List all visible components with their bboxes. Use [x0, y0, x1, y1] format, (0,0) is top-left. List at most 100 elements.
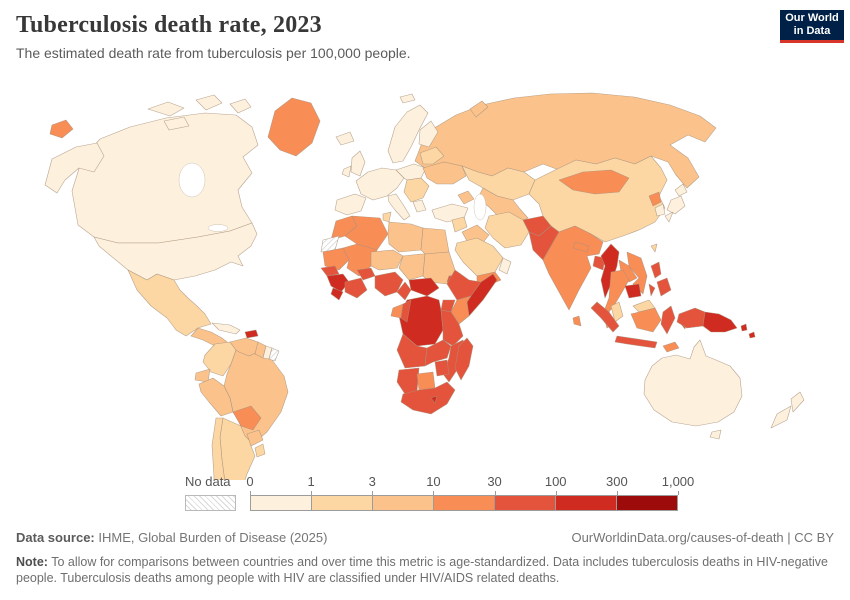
country-paraguay[interactable] — [246, 429, 264, 447]
country-botswana[interactable] — [416, 371, 436, 391]
country-uruguay[interactable] — [254, 443, 266, 458]
owid-logo[interactable]: Our World in Data — [780, 10, 844, 43]
country-philippines-mindanao[interactable] — [656, 277, 672, 297]
country-indonesia-sumatra[interactable] — [590, 301, 620, 333]
country-madagascar[interactable] — [454, 337, 474, 381]
country-colombia[interactable] — [202, 341, 237, 377]
country-papua-new-guinea[interactable] — [702, 311, 738, 333]
country-french-guiana[interactable] — [268, 347, 280, 362]
country-bolivia[interactable] — [232, 405, 262, 431]
country-tunisia[interactable] — [382, 211, 392, 223]
country-japan-kyushu[interactable] — [664, 211, 674, 223]
country-mongolia[interactable] — [558, 169, 630, 195]
legend-segment-100-300[interactable] — [555, 496, 616, 510]
country-taiwan[interactable] — [650, 243, 658, 253]
country-balkans[interactable] — [403, 177, 430, 203]
country-cote-divoire-ghana[interactable] — [344, 277, 368, 299]
country-ireland[interactable] — [341, 165, 352, 178]
country-united-kingdom[interactable] — [350, 150, 366, 177]
country-iran[interactable] — [484, 211, 530, 249]
country-canada-arctic-3[interactable] — [229, 98, 252, 114]
legend-segment-30-100[interactable] — [494, 496, 555, 510]
country-australia-tasmania[interactable] — [709, 429, 722, 440]
country-egypt[interactable] — [420, 227, 450, 255]
country-sri-lanka[interactable] — [572, 315, 582, 327]
country-indonesia-kalimantan[interactable] — [630, 307, 662, 333]
country-philippines-visayas[interactable] — [648, 283, 656, 297]
country-caucasus[interactable] — [457, 190, 475, 205]
country-italy[interactable] — [387, 193, 411, 221]
country-south-africa[interactable] — [400, 381, 456, 415]
country-laos[interactable] — [618, 259, 638, 283]
country-indonesia-sulawesi[interactable] — [660, 305, 676, 335]
country-norway-sweden[interactable] — [387, 104, 429, 164]
country-new-zealand-north[interactable] — [790, 391, 805, 413]
country-mexico[interactable] — [127, 269, 212, 337]
footnote-value: To allow for comparisons between countri… — [16, 555, 828, 585]
country-central-african-republic[interactable] — [408, 277, 440, 297]
country-mauritania[interactable] — [322, 247, 350, 271]
country-philippines-luzon[interactable] — [650, 261, 662, 279]
legend-tick-mark — [494, 491, 496, 495]
citation-link[interactable]: OurWorldinData.org/causes-of-death | CC … — [571, 530, 834, 545]
country-syria-levant[interactable] — [451, 216, 468, 233]
legend-segment-3-10[interactable] — [372, 496, 433, 510]
country-senegal[interactable] — [320, 265, 340, 277]
country-indonesia-papua[interactable] — [676, 307, 706, 329]
country-usa-alaska[interactable] — [44, 142, 105, 194]
legend-tick-label-0: 0 — [246, 474, 254, 489]
legend-segment-300-1,000[interactable] — [616, 496, 677, 510]
country-lesotho[interactable] — [430, 395, 438, 404]
legend-segment-0-1[interactable] — [251, 496, 311, 510]
country-western-europe[interactable] — [355, 167, 405, 201]
country-australia[interactable] — [643, 339, 743, 427]
legend-tick-mark — [616, 491, 618, 495]
legend-tick-mark — [311, 491, 313, 495]
country-niger[interactable] — [370, 249, 404, 271]
country-greece[interactable] — [412, 199, 427, 213]
source-row: Data source: IHME, Global Burden of Dise… — [16, 530, 834, 545]
country-canada-arctic-1[interactable] — [147, 101, 185, 117]
country-solomon-1[interactable] — [740, 323, 748, 332]
country-baltics-belarus[interactable] — [419, 146, 445, 165]
country-iceland[interactable] — [335, 131, 355, 146]
country-canada[interactable] — [71, 112, 259, 244]
country-new-zealand-south[interactable] — [770, 405, 792, 429]
country-malaysia[interactable] — [610, 301, 624, 323]
legend-tick-mark — [372, 491, 374, 495]
country-sierra-leone-liberia[interactable] — [330, 287, 344, 301]
country-zimbabwe[interactable] — [434, 359, 450, 377]
country-japan-honshu[interactable] — [666, 195, 686, 215]
country-cuba[interactable] — [211, 322, 241, 335]
legend-segment-10-30[interactable] — [433, 496, 494, 510]
country-svalbard[interactable] — [399, 93, 416, 104]
country-finland[interactable] — [418, 120, 439, 148]
legend-segment-1-3[interactable] — [311, 496, 372, 510]
country-cambodia[interactable] — [624, 283, 642, 299]
legend-tick-mark — [678, 491, 679, 495]
country-timor[interactable] — [662, 341, 680, 353]
country-namibia[interactable] — [396, 367, 420, 395]
country-russia-novaya-zemlya[interactable] — [469, 100, 489, 118]
country-dr-congo[interactable] — [398, 295, 444, 347]
country-nepal[interactable] — [572, 241, 590, 253]
country-ukraine[interactable] — [422, 161, 467, 185]
country-greenland[interactable] — [267, 97, 321, 157]
country-north-korea[interactable] — [648, 191, 662, 207]
country-solomon-2[interactable] — [748, 331, 756, 339]
no-data-swatch[interactable] — [185, 495, 236, 511]
country-oman[interactable] — [498, 257, 512, 275]
country-congo[interactable] — [400, 299, 412, 323]
country-libya[interactable] — [387, 221, 424, 253]
country-iberia[interactable] — [334, 193, 367, 216]
country-indonesia-java[interactable] — [614, 335, 658, 349]
country-chad[interactable] — [398, 253, 426, 281]
country-haiti[interactable] — [244, 329, 259, 339]
country-japan-hokkaido[interactable] — [674, 183, 688, 197]
country-zambia[interactable] — [424, 339, 452, 367]
country-canada-arctic-4[interactable] — [163, 116, 190, 131]
country-russia-chukotka[interactable] — [49, 119, 74, 139]
country-saudi-arabia[interactable] — [454, 237, 504, 277]
country-south-korea[interactable] — [654, 203, 666, 217]
country-canada-arctic-2[interactable] — [195, 94, 223, 111]
